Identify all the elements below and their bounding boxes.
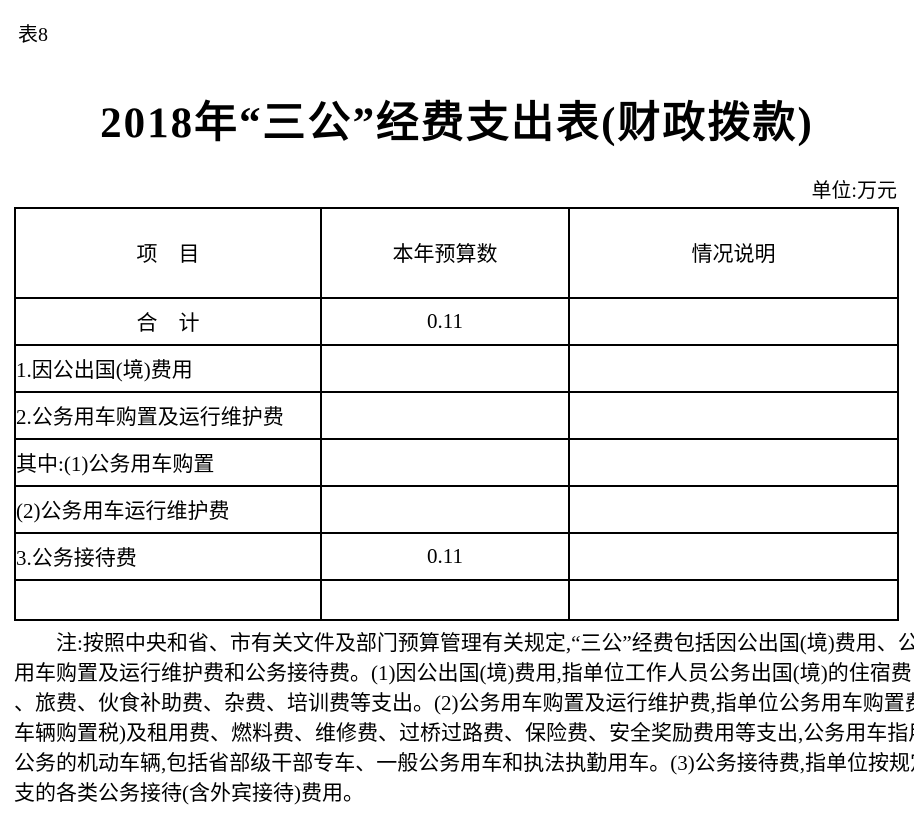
item-cell: 其中:(1)公务用车购置 [14,438,322,487]
budget-cell: 0.11 [320,532,570,581]
table-header-row: 项 目 本年预算数 情况说明 [14,207,899,299]
explanation-cell [568,391,899,440]
item-cell [14,579,322,621]
header-item: 项 目 [14,207,322,299]
budget-cell [320,344,570,393]
table-row-vehicle-maintenance: (2)公务用车运行维护费 [14,485,899,534]
explanation-cell [568,438,899,487]
item-cell: 1.因公出国(境)费用 [14,344,322,393]
expense-table: 项 目 本年预算数 情况说明 合 计 0.11 1.因公出国(境)费用 2.公务… [14,207,899,621]
explanation-cell [568,344,899,393]
footnote-line: 支的各类公务接待(含外宾接待)费用。 [14,781,364,805]
footnote-line: 注:按照中央和省、市有关文件及部门预算管理有关规定,“三公”经费包括因公出国(境… [56,631,914,655]
footnote-line: 公务的机动车辆,包括省部级干部专车、一般公务用车和执法执勤用车。(3)公务接待费… [14,751,914,775]
table-row-total: 合 计 0.11 [14,297,899,346]
table-row-empty [14,579,899,621]
table-number-label: 表8 [18,24,48,46]
unit-label: 单位:万元 [811,180,897,202]
item-cell: 3.公务接待费 [14,532,322,581]
explanation-cell [568,532,899,581]
footnote-line: 车辆购置税)及租用费、燃料费、维修费、过桥过路费、保险费、安全奖励费用等支出,公… [14,721,914,745]
budget-cell [320,579,570,621]
table-row-vehicle-purchase: 其中:(1)公务用车购置 [14,438,899,487]
budget-cell [320,438,570,487]
page-title: 2018年“三公”经费支出表(财政拨款) [100,100,814,147]
budget-cell [320,485,570,534]
item-cell: 合 计 [14,297,322,346]
budget-cell [320,391,570,440]
item-cell: (2)公务用车运行维护费 [14,485,322,534]
footnote: 注:按照中央和省、市有关文件及部门预算管理有关规定,“三公”经费包括因公出国(境… [14,628,914,808]
explanation-cell [568,485,899,534]
footnote-line: 、旅费、伙食补助费、杂费、培训费等支出。(2)公务用车购置及运行维护费,指单位公… [14,691,914,715]
explanation-cell [568,579,899,621]
table-row-abroad: 1.因公出国(境)费用 [14,344,899,393]
table-row-vehicle-total: 2.公务用车购置及运行维护费 [14,391,899,440]
header-explanation: 情况说明 [568,207,899,299]
item-cell: 2.公务用车购置及运行维护费 [14,391,322,440]
table-row-reception: 3.公务接待费 0.11 [14,532,899,581]
explanation-cell [568,297,899,346]
header-budget: 本年预算数 [320,207,570,299]
budget-cell: 0.11 [320,297,570,346]
footnote-line: 用车购置及运行维护费和公务接待费。(1)因公出国(境)费用,指单位工作人员公务出… [14,661,912,685]
